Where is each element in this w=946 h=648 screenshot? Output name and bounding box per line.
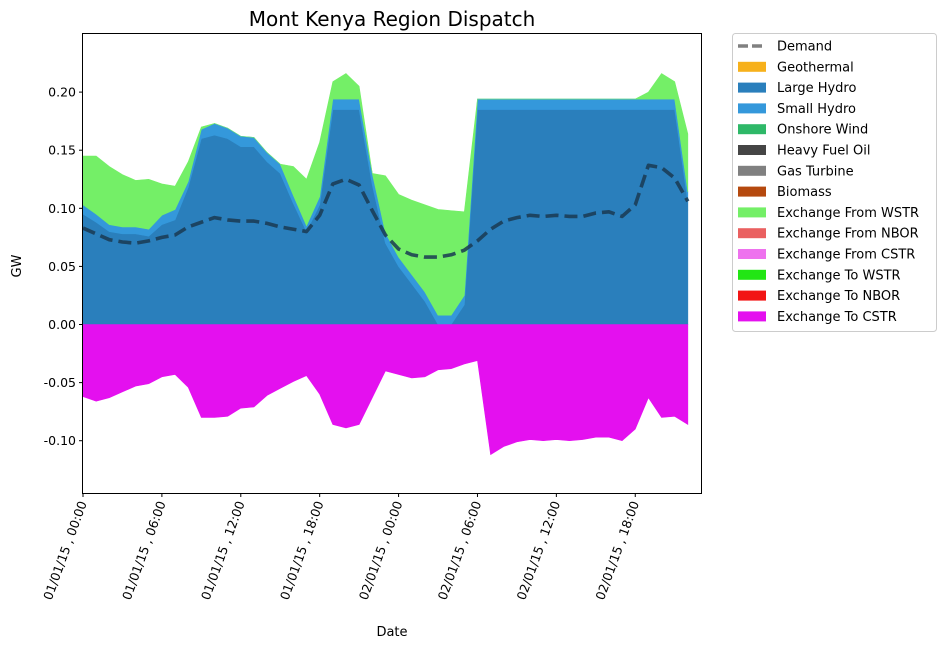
legend-swatch-exchange-to-wstr bbox=[738, 269, 766, 280]
legend-label-exchange-to-nbor: Exchange To NBOR bbox=[777, 289, 900, 304]
x-tick-label: 02/01/15 , 12:00 bbox=[513, 499, 563, 602]
legend-label-biomass: Biomass bbox=[777, 185, 832, 200]
chart-title: Mont Kenya Region Dispatch bbox=[249, 7, 536, 31]
demand-line-layer bbox=[82, 163, 690, 259]
legend-label-demand: Demand bbox=[777, 40, 832, 55]
legend: Demand Geothermal Large Hydro Small Hydro On… bbox=[732, 33, 937, 332]
legend-swatch-large-hydro bbox=[738, 82, 766, 93]
legend-swatch-gas-turbine bbox=[738, 165, 766, 176]
y-tick-label: 0.10 bbox=[48, 201, 76, 216]
y-axis-ticks: -0.10 -0.05 0.00 0.05 0.10 0.15 0.20 bbox=[44, 85, 83, 448]
legend-swatch-exchange-from-cstr bbox=[738, 249, 766, 259]
legend-swatch-exchange-to-cstr bbox=[738, 311, 766, 322]
legend-swatch-exchange-to-nbor bbox=[738, 290, 766, 301]
legend-swatch-biomass bbox=[738, 186, 766, 197]
y-tick-label: 0.00 bbox=[48, 317, 76, 332]
x-tick-label: 01/01/15 , 06:00 bbox=[119, 499, 169, 602]
legend-swatch-heavy-fuel-oil bbox=[738, 145, 766, 155]
x-tick-label: 01/01/15 , 00:00 bbox=[40, 499, 90, 602]
legend-label-small-hydro: Small Hydro bbox=[777, 102, 856, 117]
x-tick-label: 02/01/15 , 06:00 bbox=[435, 499, 485, 602]
y-axis-label: GW bbox=[10, 254, 25, 277]
legend-label-large-hydro: Large Hydro bbox=[777, 81, 856, 96]
legend-swatch-small-hydro bbox=[738, 103, 766, 114]
x-tick-label: 02/01/15 , 00:00 bbox=[356, 499, 406, 602]
y-tick-label: -0.10 bbox=[44, 433, 76, 448]
legend-swatch-exchange-from-wstr bbox=[738, 207, 766, 218]
y-tick-label: 0.20 bbox=[48, 85, 76, 100]
legend-label-exchange-to-cstr: Exchange To CSTR bbox=[777, 310, 897, 325]
plot-areas bbox=[82, 73, 689, 456]
legend-label-heavy-fuel-oil: Heavy Fuel Oil bbox=[777, 144, 870, 159]
y-tick-label: 0.15 bbox=[48, 143, 76, 158]
series-line-demand bbox=[82, 163, 690, 259]
legend-label-exchange-from-wstr: Exchange From WSTR bbox=[777, 206, 919, 221]
legend-label-geothermal: Geothermal bbox=[777, 60, 854, 75]
x-tick-label: 01/01/15 , 12:00 bbox=[198, 499, 248, 602]
x-tick-label: 02/01/15 , 18:00 bbox=[592, 499, 642, 602]
plot-frame bbox=[82, 33, 702, 494]
x-tick-label: 01/01/15 , 18:00 bbox=[277, 499, 327, 602]
legend-label-exchange-from-nbor: Exchange From NBOR bbox=[777, 227, 919, 242]
legend-label-gas-turbine: Gas Turbine bbox=[777, 164, 854, 179]
x-axis-ticks: 01/01/15 , 00:00 01/01/15 , 06:00 01/01/15… bbox=[40, 493, 642, 602]
legend-swatch-geothermal bbox=[738, 61, 766, 72]
legend-box bbox=[732, 33, 937, 332]
legend-swatch-onshore-wind bbox=[738, 124, 766, 135]
legend-swatch-exchange-from-nbor bbox=[738, 228, 766, 239]
legend-label-exchange-to-wstr: Exchange To WSTR bbox=[777, 268, 901, 283]
y-tick-label: 0.05 bbox=[48, 259, 76, 274]
area-exchange-to-cstr bbox=[82, 324, 689, 456]
x-axis-label: Date bbox=[376, 625, 407, 640]
area-exchange-from-wstr bbox=[82, 73, 689, 316]
legend-label-onshore-wind: Onshore Wind bbox=[777, 123, 868, 138]
y-tick-label: -0.05 bbox=[44, 375, 76, 390]
legend-label-exchange-from-cstr: Exchange From CSTR bbox=[777, 248, 915, 263]
